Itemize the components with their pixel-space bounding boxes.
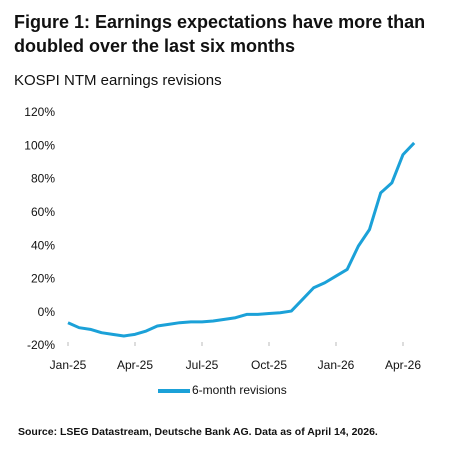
y-tick-label: 80% [31,172,55,186]
y-tick-label: 120% [24,105,55,119]
y-tick-label: 0% [38,305,56,319]
y-tick-label: 60% [31,205,55,219]
data-line [67,141,416,338]
chart-title: Figure 1: Earnings expectations have mor… [14,12,426,56]
x-tick-label: Jul-25 [186,358,219,372]
legend-label: 6-month revisions [192,383,287,397]
y-tick-label: 100% [24,138,55,152]
source-note: Source: LSEG Datastream, Deutsche Bank A… [18,426,378,438]
x-tick-label: Oct-25 [251,358,287,372]
y-tick-label: 40% [31,238,55,252]
y-tick-label: -20% [27,338,55,352]
x-tick-label: Apr-26 [385,358,421,372]
x-tick-label: Jan-25 [50,358,87,372]
x-tick-label: Apr-25 [117,358,153,372]
chart-subtitle: KOSPI NTM earnings revisions [14,72,222,89]
x-tick-label: Jan-26 [318,358,355,372]
y-tick-label: 20% [31,272,55,286]
chart: -20% 0% 20% 40% 60% 80% 100% 120% Jan-25 Apr-25 Ju… [24,105,421,397]
